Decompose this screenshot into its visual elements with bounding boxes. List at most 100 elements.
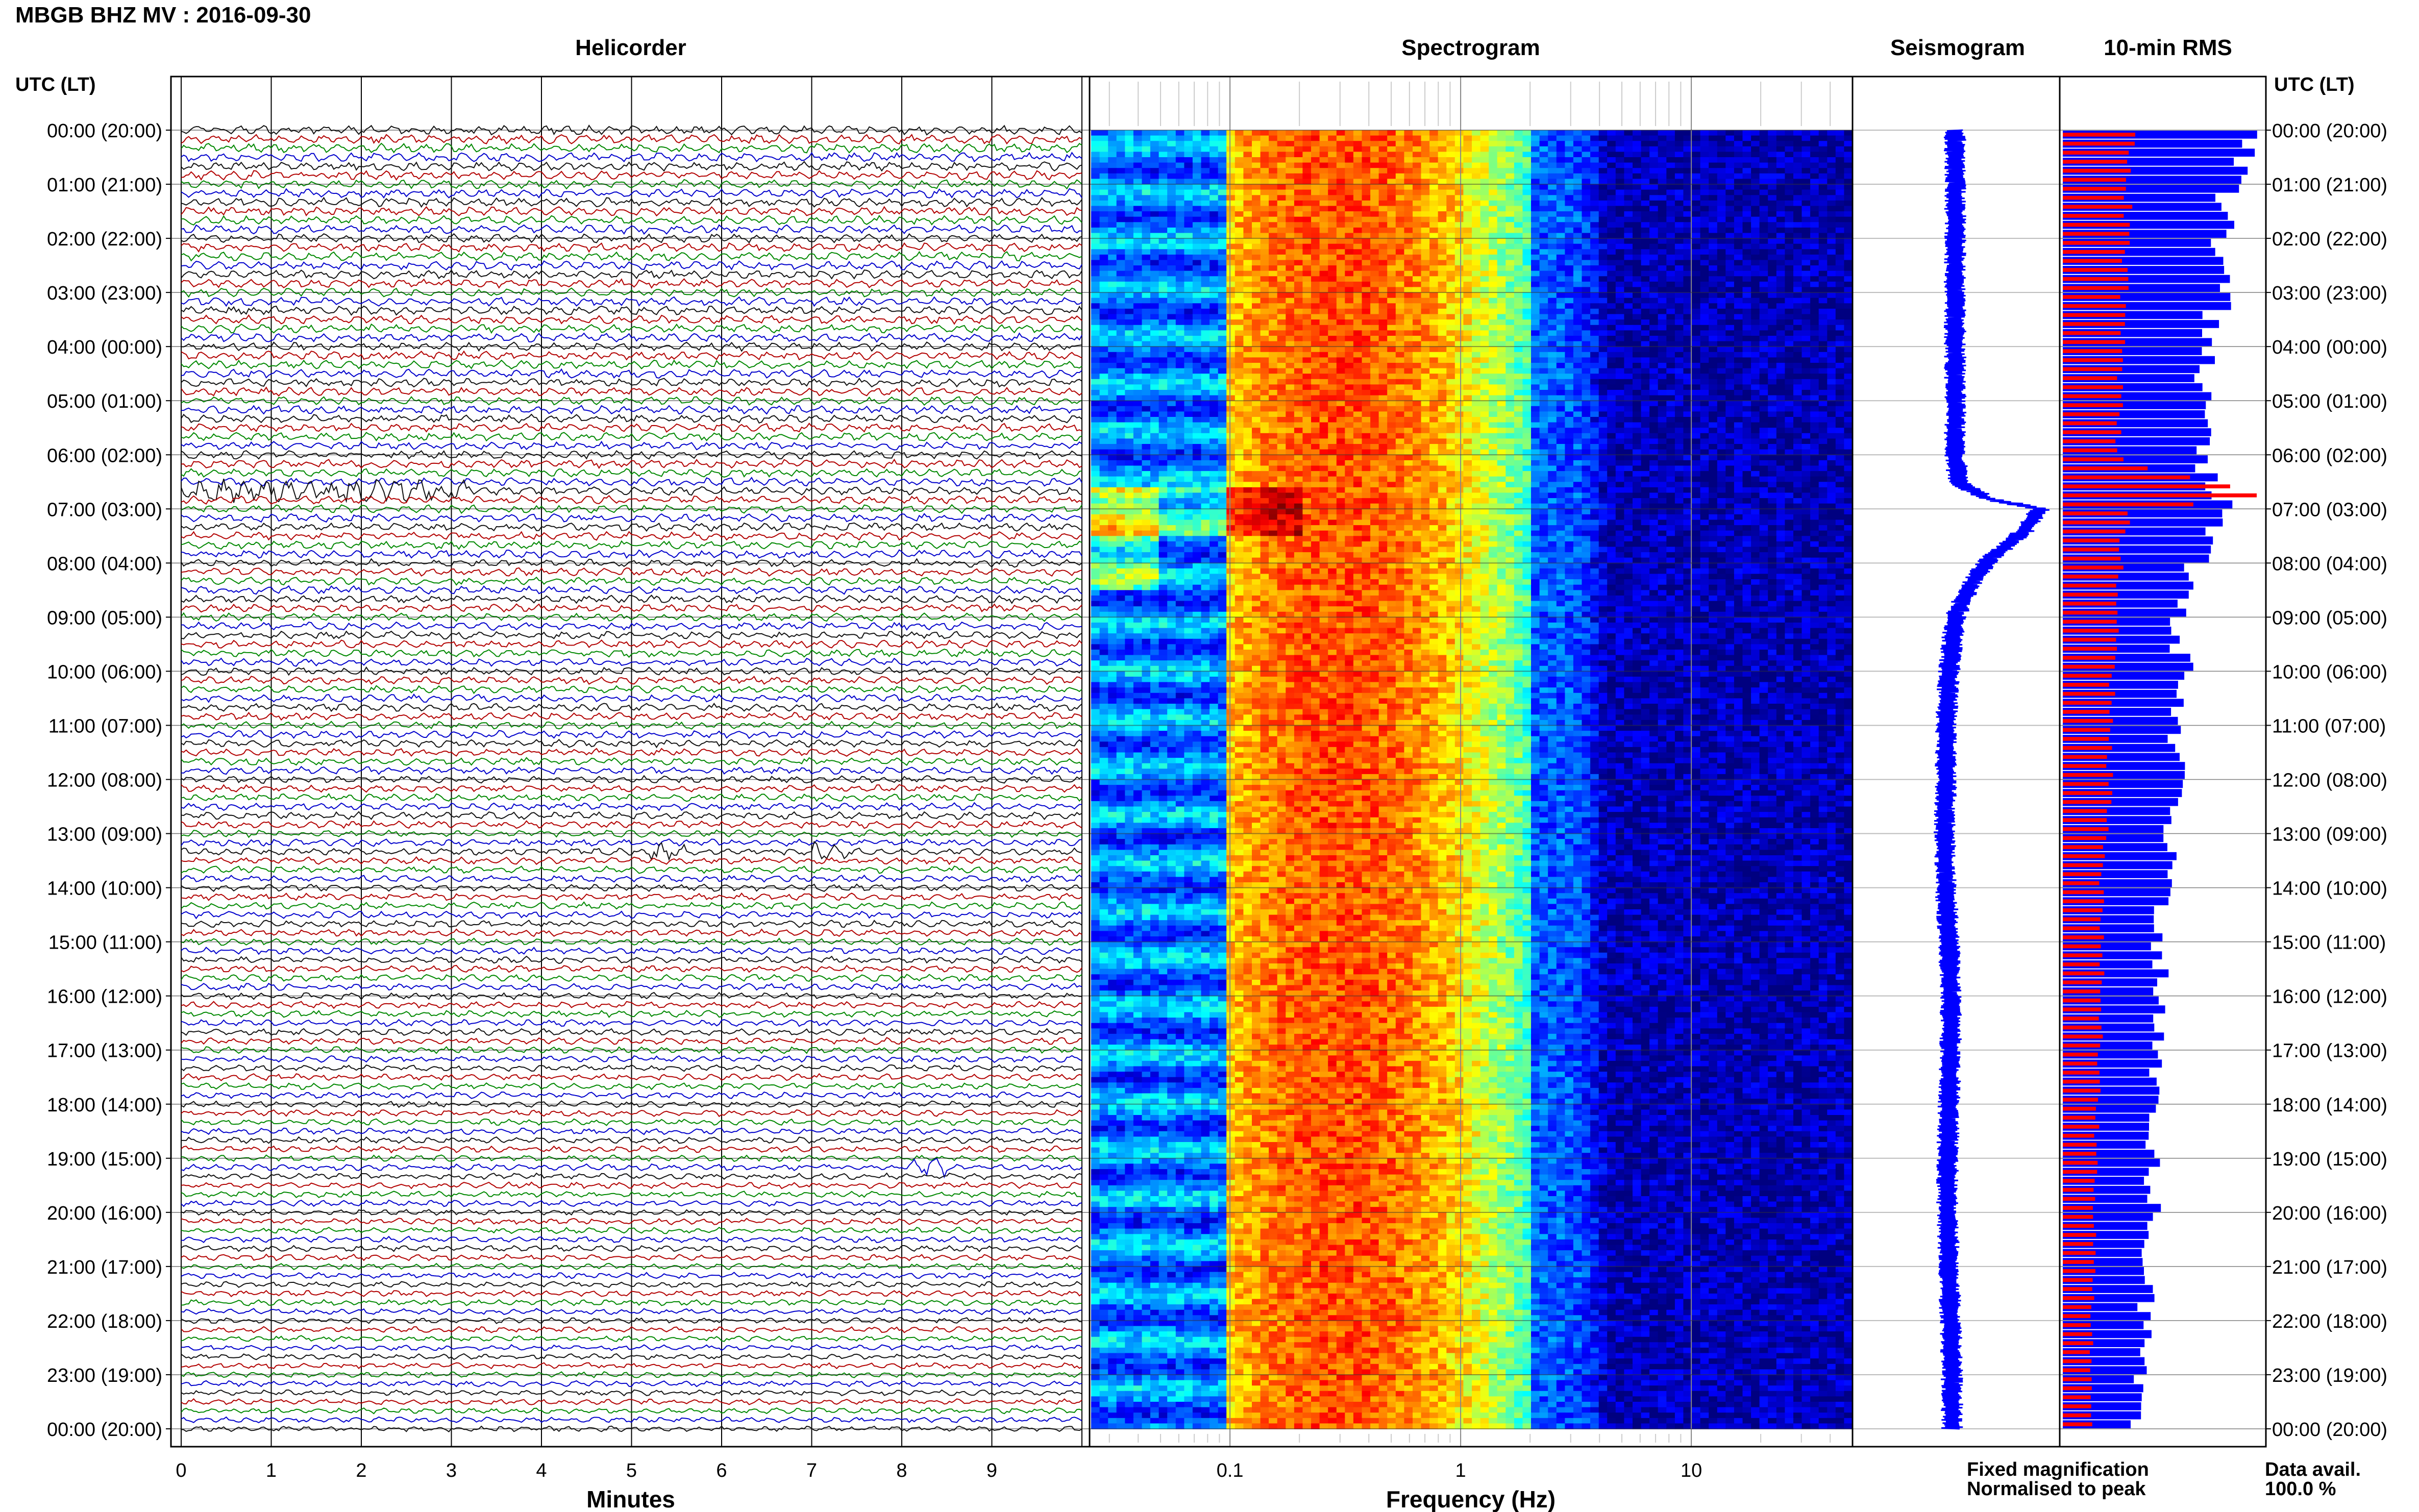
spectrogram-cell [1429,411,1439,417]
spectrogram-cell [1810,249,1819,255]
spectrogram-cell [1505,336,1515,342]
spectrogram-cell [1099,130,1108,136]
spectrogram-cell [1091,341,1100,347]
spectrogram-cell [1725,130,1735,136]
spectrogram-cell [1175,233,1185,239]
spectrogram-cell [1252,265,1261,271]
spectrogram-cell [1674,173,1684,180]
spectrogram-cell [1201,406,1210,412]
spectrogram-cell [1480,319,1489,326]
spectrogram-cell [1641,173,1650,180]
spectrogram-cell [1835,411,1845,417]
spectrogram-cell [1768,368,1777,374]
spectrogram-cell [1269,411,1278,417]
spectrogram-cell [1734,292,1743,299]
spectrogram-cell [1641,406,1650,412]
spectrogram-cell [1158,287,1168,293]
spectrogram-cell [1235,287,1244,293]
spectrogram-cell [1514,152,1523,158]
spectrogram-cell [1370,211,1379,217]
spectrogram-cell [1091,200,1100,207]
spectrogram-cell [1142,319,1151,326]
spectrogram-cell [1370,287,1379,293]
spectrogram-cell [1658,141,1667,147]
spectrogram-cell [1184,146,1193,153]
spectrogram-cell [1413,135,1422,141]
spectrogram-cell [1556,233,1566,239]
spectrogram-cell [1590,363,1599,369]
spectrogram-cell [1184,368,1193,374]
spectrogram-cell [1243,254,1252,261]
spectrogram-cell [1413,254,1422,261]
spectrogram-cell [1192,184,1202,190]
spectrogram-cell [1252,270,1261,277]
spectrogram-cell [1818,130,1828,136]
spectrogram-cell [1226,146,1236,153]
spectrogram-cell [1700,152,1709,158]
spectrogram-cell [1421,211,1430,217]
spectrogram-cell [1505,146,1515,153]
spectrogram-cell [1641,216,1650,223]
spectrogram-cell [1336,308,1346,315]
spectrogram-cell [1844,395,1853,401]
spectrogram-cell [1387,189,1396,195]
spectrogram-cell [1429,179,1439,185]
spectrogram-cell [1768,303,1777,309]
spectrogram-cell [1472,227,1481,234]
spectrogram-cell [1666,195,1675,201]
spectrogram-cell [1133,281,1143,288]
spectrogram-cell [1167,141,1176,147]
spectrogram-cell [1370,168,1379,174]
spectrogram-cell [1336,200,1346,207]
spectrogram-cell [1717,195,1726,201]
spectrogram-cell [1522,341,1532,347]
spectrogram-cell [1226,254,1236,261]
spectrogram-cell [1175,357,1185,363]
spectrogram-cell [1150,357,1159,363]
spectrogram-cell [1091,276,1100,282]
spectrogram-cell [1497,406,1507,412]
spectrogram-cell [1776,130,1786,136]
spectrogram-cell [1776,292,1786,299]
spectrogram-cell [1235,243,1244,250]
spectrogram-cell [1641,287,1650,293]
spectrogram-cell [1277,216,1287,223]
spectrogram-cell [1421,314,1430,320]
spectrogram-cell [1345,211,1354,217]
spectrogram-cell [1218,303,1227,309]
spectrogram-cell [1260,243,1269,250]
spectrogram-cell [1328,211,1337,217]
spectrogram-cell [1793,368,1803,374]
spectrogram-cell [1818,270,1828,277]
spectrogram-cell [1734,379,1743,385]
spectrogram-cell [1269,422,1278,428]
spectrogram-cell [1370,374,1379,380]
spectrogram-cell [1218,211,1227,217]
spectrogram-cell [1277,363,1287,369]
spectrogram-cell [1125,281,1134,288]
spectrogram-cell [1683,395,1692,401]
spectrogram-cell [1539,184,1548,190]
spectrogram-cell [1184,422,1193,428]
spectrogram-cell [1793,406,1803,412]
spectrogram-cell [1438,135,1447,141]
spectrogram-cell [1582,130,1591,136]
spectrogram-cell [1615,357,1625,363]
spectrogram-cell [1446,189,1455,195]
spectrogram-cell [1776,222,1786,228]
spectrogram-cell [1801,162,1811,168]
spectrogram-cell [1286,195,1295,201]
spectrogram-cell [1463,352,1472,358]
spectrogram-cell [1759,157,1768,163]
spectrogram-cell [1158,216,1168,223]
spectrogram-cell [1641,227,1650,234]
spectrogram-cell [1184,325,1193,331]
spectrogram-cell [1607,152,1616,158]
spectrogram-cell [1818,298,1828,304]
spectrogram-cell [1463,227,1472,234]
spectrogram-cell [1345,216,1354,223]
spectrogram-cell [1201,308,1210,315]
spectrogram-cell [1260,152,1269,158]
spectrogram-cell [1286,146,1295,153]
